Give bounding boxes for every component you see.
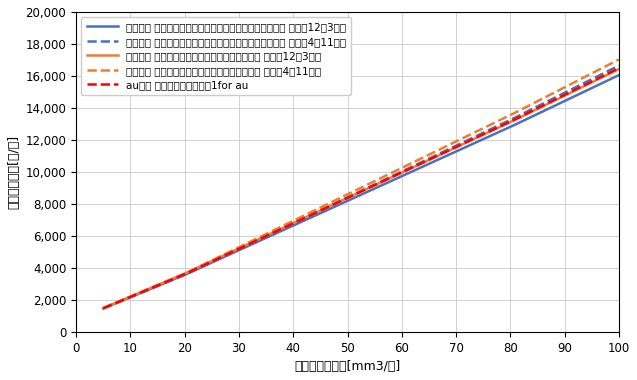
- 東邦ガス あったかトクトク料金（エコジョーズプラン） 夏季（4～11月）: [268, 231, 275, 236]
- auガス カテエネガスプラン1for au: [615, 66, 623, 70]
- 東邦ガス あったかトクトク料金（エコジョーズプラン） 冬季（12～3月）: [304, 217, 311, 222]
- auガス カテエネガスプラン1for au: [304, 214, 311, 219]
- 東邦ガス あったかトクトク料金（エコジョーズプラン） 夏季（4～11月）: [161, 280, 169, 285]
- 東邦ガス あったかトクトク料金（エコジョーズプラン） 冬季（12～3月）: [615, 73, 623, 78]
- 東邦ガス あったかトクトク料金（標準プラン） 夏季（4～11月）: [474, 128, 482, 133]
- 東邦ガス あったかトクトク料金（標準プラン） 冬季（12～3月）: [474, 135, 482, 139]
- X-axis label: 月間ガス使用量[mm3/月]: 月間ガス使用量[mm3/月]: [294, 360, 401, 373]
- Line: 東邦ガス あったかトクトク料金（標準プラン） 冬季（12～3月）: 東邦ガス あったかトクトク料金（標準プラン） 冬季（12～3月）: [103, 69, 619, 308]
- Line: auガス カテエネガスプラン1for au: auガス カテエネガスプラン1for au: [103, 68, 619, 308]
- auガス カテエネガスプラン1for au: [471, 136, 479, 140]
- 東邦ガス あったかトクトク料金（標準プラン） 夏季（4～11月）: [161, 280, 169, 284]
- 東邦ガス あったかトクトク料金（標準プラン） 冬季（12～3月）: [471, 136, 479, 141]
- 東邦ガス あったかトクトク料金（エコジョーズプラン） 冬季（12～3月）: [474, 139, 482, 144]
- 東邦ガス あったかトクトク料金（標準プラン） 冬季（12～3月）: [615, 67, 623, 71]
- 東邦ガス あったかトクトク料金（エコジョーズプラン） 夏季（4～11月）: [99, 306, 107, 311]
- 東邦ガス あったかトクトク料金（エコジョーズプラン） 夏季（4～11月）: [424, 157, 431, 162]
- Legend: 東邦ガス あったかトクトク料金（エコジョーズプラン） 冬季（12～3月）, 東邦ガス あったかトクトク料金（エコジョーズプラン） 夏季（4～11月）, 東邦ガス: 東邦ガス あったかトクトク料金（エコジョーズプラン） 冬季（12～3月）, 東邦…: [82, 17, 352, 95]
- 東邦ガス あったかトクトク料金（標準プラン） 冬季（12～3月）: [99, 306, 107, 310]
- Line: 東邦ガス あったかトクトク料金（エコジョーズプラン） 夏季（4～11月）: 東邦ガス あったかトクトク料金（エコジョーズプラン） 夏季（4～11月）: [103, 66, 619, 309]
- 東邦ガス あったかトクトク料金（標準プラン） 夏季（4～11月）: [615, 57, 623, 62]
- 東邦ガス あったかトクトク料金（エコジョーズプラン） 夏季（4～11月）: [615, 63, 623, 68]
- auガス カテエネガスプラン1for au: [99, 306, 107, 310]
- 東邦ガス あったかトクトク料金（標準プラン） 冬季（12～3月）: [268, 231, 275, 236]
- Y-axis label: 推定ガス料金[円/月]: 推定ガス料金[円/月]: [7, 135, 20, 209]
- 東邦ガス あったかトクトク料金（標準プラン） 冬季（12～3月）: [424, 158, 431, 163]
- 東邦ガス あったかトクトク料金（エコジョーズプラン） 冬季（12～3月）: [268, 233, 275, 238]
- 東邦ガス あったかトクトク料金（標準プラン） 冬季（12～3月）: [161, 280, 169, 284]
- 東邦ガス あったかトクトク料金（エコジョーズプラン） 冬季（12～3月）: [471, 141, 479, 145]
- Line: 東邦ガス あったかトクトク料金（標準プラン） 夏季（4～11月）: 東邦ガス あったかトクトク料金（標準プラン） 夏季（4～11月）: [103, 60, 619, 308]
- 東邦ガス あったかトクトク料金（標準プラン） 夏季（4～11月）: [99, 306, 107, 310]
- 東邦ガス あったかトクトク料金（エコジョーズプラン） 冬季（12～3月）: [161, 280, 169, 285]
- Line: 東邦ガス あったかトクトク料金（エコジョーズプラン） 冬季（12～3月）: 東邦ガス あったかトクトク料金（エコジョーズプラン） 冬季（12～3月）: [103, 75, 619, 309]
- 東邦ガス あったかトクトク料金（標準プラン） 夏季（4～11月）: [304, 212, 311, 216]
- 東邦ガス あったかトクトク料金（標準プラン） 夏季（4～11月）: [471, 130, 479, 135]
- auガス カテエネガスプラン1for au: [424, 158, 431, 163]
- auガス カテエネガスプラン1for au: [474, 135, 482, 139]
- 東邦ガス あったかトクトク料金（標準プラン） 冬季（12～3月）: [304, 214, 311, 219]
- 東邦ガス あったかトクトク料金（エコジョーズプラン） 冬季（12～3月）: [424, 162, 431, 167]
- 東邦ガス あったかトクトク料金（標準プラン） 夏季（4～11月）: [424, 153, 431, 158]
- auガス カテエネガスプラン1for au: [268, 231, 275, 236]
- 東邦ガス あったかトクトク料金（エコジョーズプラン） 夏季（4～11月）: [474, 133, 482, 138]
- 東邦ガス あったかトクトク料金（標準プラン） 夏季（4～11月）: [268, 229, 275, 234]
- 東邦ガス あったかトクトク料金（エコジョーズプラン） 夏季（4～11月）: [471, 134, 479, 139]
- 東邦ガス あったかトクトク料金（エコジョーズプラン） 夏季（4～11月）: [304, 214, 311, 219]
- auガス カテエネガスプラン1for au: [161, 280, 169, 285]
- 東邦ガス あったかトクトク料金（エコジョーズプラン） 冬季（12～3月）: [99, 306, 107, 311]
